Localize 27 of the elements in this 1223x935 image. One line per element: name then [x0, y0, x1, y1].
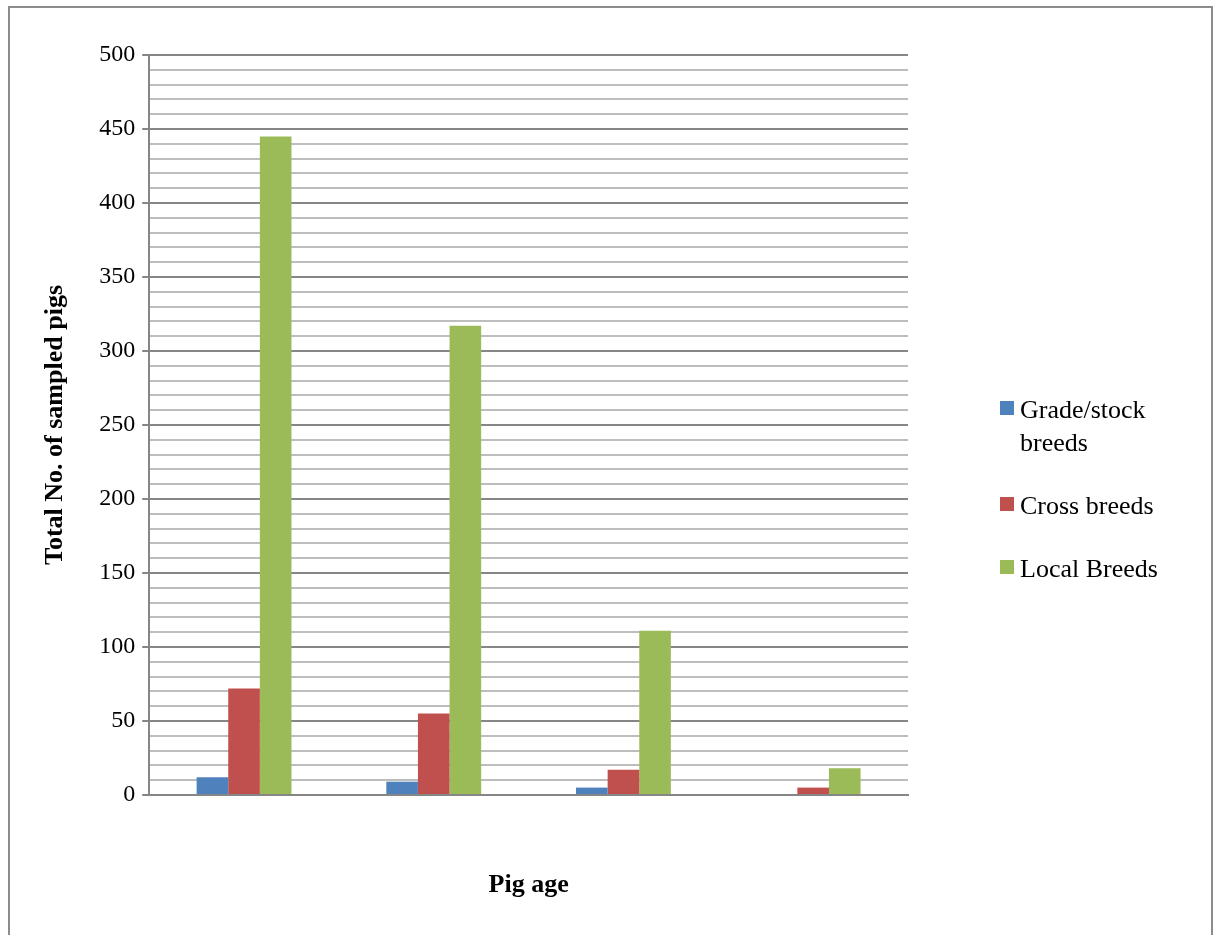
bar	[576, 787, 608, 794]
bar	[639, 630, 671, 794]
legend-label: Cross breeds	[1020, 490, 1154, 522]
y-tick-label: 0	[123, 780, 136, 807]
bar	[259, 136, 292, 794]
y-tick-label: 450	[99, 114, 136, 141]
bar	[449, 325, 482, 794]
legend-label: Grade/stock breeds	[1020, 394, 1147, 459]
y-tick-label: 100	[99, 632, 136, 659]
bar	[417, 713, 450, 794]
bar	[828, 768, 861, 794]
y-tick-label: 250	[99, 410, 136, 437]
y-tick-label: 200	[99, 484, 136, 511]
bar	[196, 777, 229, 794]
y-tick-label: 300	[99, 336, 136, 363]
bar	[386, 781, 418, 794]
y-tick-label: 350	[99, 262, 136, 289]
y-tick-label: 500	[99, 40, 136, 67]
bar	[607, 769, 640, 794]
bar	[797, 787, 829, 794]
y-axis-title: Total No. of sampled pigs	[39, 284, 69, 566]
bar	[228, 688, 260, 794]
x-axis-title: Pig age	[488, 869, 569, 899]
y-tick-label: 400	[99, 188, 136, 215]
legend-label: Local Breeds	[1020, 553, 1158, 585]
y-tick-label: 150	[99, 558, 136, 585]
y-tick-label: 50	[111, 706, 136, 733]
